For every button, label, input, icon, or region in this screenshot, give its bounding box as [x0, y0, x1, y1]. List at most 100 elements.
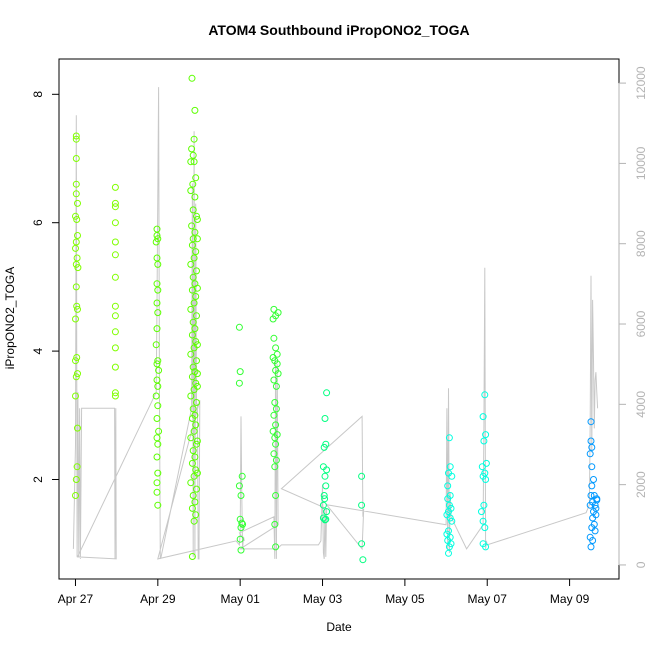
- data-point: [111, 344, 119, 352]
- data-point: [153, 479, 161, 487]
- data-point: [111, 302, 119, 310]
- data-point: [272, 382, 280, 390]
- data-point: [236, 368, 244, 376]
- data-point: [272, 440, 280, 448]
- data-point: [323, 466, 331, 474]
- data-point: [192, 511, 200, 519]
- data-point: [152, 341, 160, 349]
- data-point: [190, 427, 198, 435]
- plot-frame: [58, 58, 620, 580]
- y-axis-label: iPropONO2_TOGA: [3, 267, 17, 369]
- data-point: [448, 517, 456, 525]
- data-point: [479, 517, 487, 525]
- data-point: [238, 519, 246, 527]
- data-point: [445, 543, 453, 551]
- data-point: [358, 472, 366, 480]
- data-point: [193, 216, 201, 223]
- data-point: [111, 183, 119, 191]
- y2-tick-label: 6000: [634, 310, 648, 337]
- data-point: [152, 392, 160, 400]
- data-point: [478, 508, 485, 516]
- data-point: [154, 309, 162, 317]
- data-point: [272, 492, 280, 499]
- data-point: [72, 283, 80, 291]
- data-point: [72, 244, 79, 252]
- data-point: [189, 405, 197, 413]
- data-point: [189, 447, 197, 455]
- data-point: [189, 180, 197, 188]
- data-point: [153, 434, 161, 442]
- data-point: [192, 174, 200, 182]
- data-point: [272, 421, 280, 429]
- data-point: [321, 495, 329, 503]
- data-point: [73, 216, 81, 223]
- data-point: [274, 370, 282, 378]
- data-point: [73, 463, 81, 471]
- data-point: [188, 373, 196, 381]
- data-point: [191, 228, 199, 236]
- data-point: [154, 440, 162, 448]
- data-point: [187, 350, 195, 358]
- data-point: [588, 463, 596, 471]
- data-point: [153, 453, 161, 461]
- x-tick-label: May 03: [303, 592, 343, 606]
- data-point: [188, 415, 196, 422]
- data-point: [72, 476, 80, 483]
- data-point: [272, 543, 280, 551]
- data-point: [189, 151, 197, 159]
- data-point: [193, 312, 200, 320]
- data-point: [270, 376, 278, 384]
- data-point: [271, 520, 279, 528]
- x-tick-label: Apr 29: [140, 592, 176, 606]
- data-point: [593, 496, 601, 504]
- data-point: [482, 431, 490, 439]
- data-point: [155, 427, 163, 435]
- data-point: [187, 479, 195, 487]
- data-point: [154, 286, 162, 294]
- data-point: [235, 379, 243, 387]
- y2-tick-label: 0: [634, 561, 648, 568]
- data-point: [192, 248, 200, 256]
- data-point: [236, 535, 244, 543]
- data-point: [74, 424, 81, 432]
- data-point: [358, 501, 366, 509]
- data-point: [271, 463, 279, 471]
- data-points: [72, 74, 601, 564]
- x-axis: Apr 27 Apr 29 May 01 May 03 May 05 May 07 May …: [58, 578, 590, 606]
- data-point: [154, 501, 162, 509]
- data-point: [153, 299, 161, 307]
- data-point: [321, 472, 329, 480]
- data-point: [480, 437, 488, 445]
- data-point: [272, 405, 280, 413]
- data-point: [191, 453, 199, 461]
- data-point: [190, 517, 198, 525]
- data-point: [482, 459, 490, 467]
- data-point: [270, 450, 278, 458]
- data-point: [587, 418, 595, 426]
- data-point: [153, 325, 161, 333]
- data-point: [587, 543, 595, 551]
- data-point: [237, 546, 245, 554]
- data-point: [154, 260, 162, 268]
- data-point: [482, 476, 490, 483]
- data-point: [188, 241, 196, 249]
- data-point: [235, 482, 243, 490]
- data-point: [111, 363, 119, 371]
- data-point: [193, 382, 201, 390]
- data-point: [187, 434, 195, 442]
- data-point: [273, 431, 281, 439]
- data-point: [188, 504, 196, 512]
- data-point: [111, 238, 119, 246]
- data-point: [274, 309, 282, 317]
- y2-tick-label: 8000: [634, 230, 648, 257]
- y2-axis: 0 2000 4000 6000 8000 10000 12000: [618, 66, 648, 568]
- data-point: [193, 370, 201, 378]
- data-point: [187, 187, 195, 195]
- data-point: [445, 549, 452, 557]
- data-point: [190, 299, 198, 307]
- data-point: [481, 524, 489, 532]
- data-point: [153, 360, 161, 368]
- data-point: [190, 158, 198, 166]
- data-point: [592, 511, 600, 519]
